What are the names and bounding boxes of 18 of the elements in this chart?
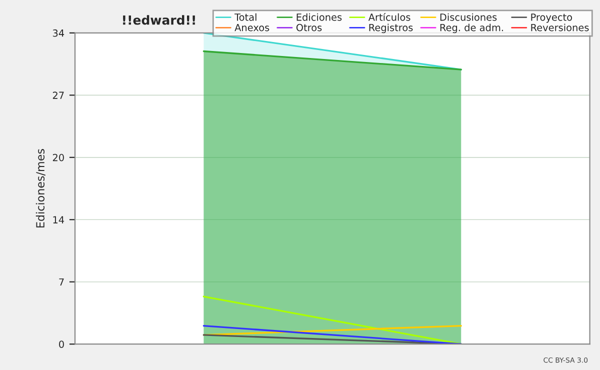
legend-label: Proyecto: [531, 14, 572, 23]
y-tick-label: 34: [52, 29, 64, 37]
y-axis-title: Ediciones/mes: [36, 149, 46, 228]
legend-label: Total: [234, 13, 256, 21]
y-tick-label: 0: [59, 340, 64, 348]
legend-label: Ediciones: [296, 13, 342, 21]
legend-label: Otros: [296, 24, 322, 32]
legend-label: Reg. de adm.: [440, 24, 503, 34]
legend-label: Discusiones: [440, 13, 497, 21]
legend-label: Registros: [369, 24, 413, 34]
y-tick-label: 27: [52, 92, 64, 99]
y-tick-label: 14: [53, 216, 64, 224]
y-tick-label: 7: [59, 278, 64, 286]
legend-label: Artículos: [368, 12, 410, 21]
legend-label: Reversiones: [531, 24, 589, 32]
chart-title: !!edward!!: [123, 15, 195, 25]
y-tick-label: 20: [52, 154, 64, 162]
legend-label: Anexos: [234, 24, 270, 32]
